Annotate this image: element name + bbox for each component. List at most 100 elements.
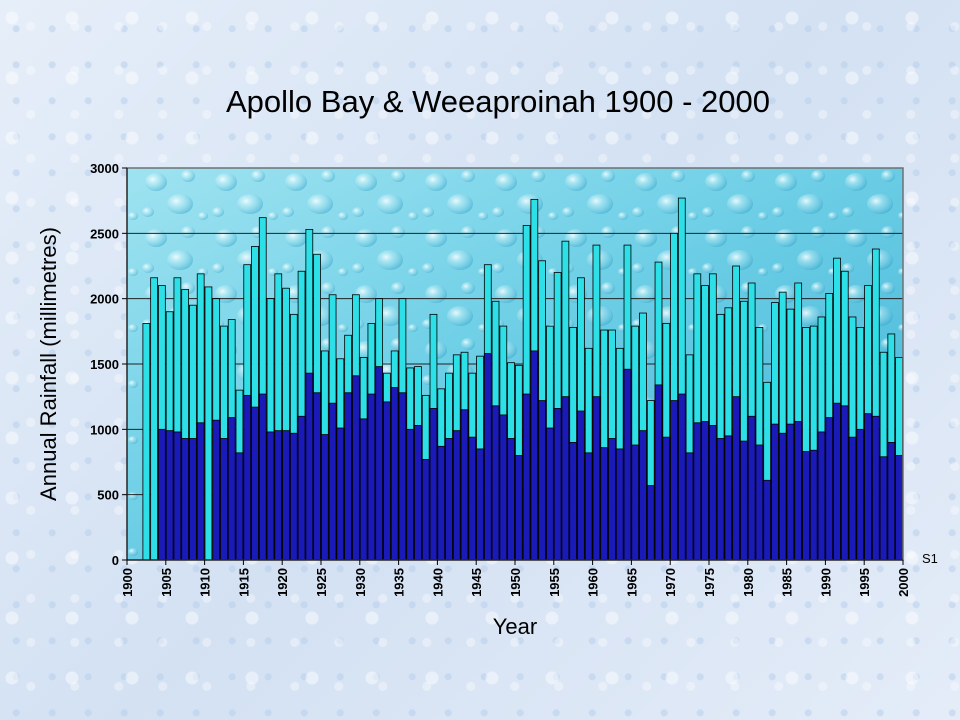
bar-series-2-1976	[716, 438, 725, 561]
x-tick-label: 1905	[159, 568, 174, 597]
x-tick-label: 1985	[780, 568, 795, 597]
x-tick-label: 1910	[198, 568, 213, 597]
bar-series-2-1999	[895, 455, 903, 561]
bar-series-2-1921	[289, 432, 298, 561]
x-tick-label: 1960	[586, 568, 601, 597]
x-tick-label: 2000	[896, 568, 911, 597]
bar-series-2-1930	[359, 418, 368, 561]
bar-series-2-1904	[158, 428, 166, 561]
y-tick-label: 1000	[90, 422, 119, 437]
bar-series-2-1986	[794, 421, 803, 561]
x-tick-label: 1900	[120, 568, 135, 597]
bar-series-2-1987	[802, 451, 810, 561]
bar-series-2-1982	[763, 479, 772, 561]
bar-series-2-1945	[476, 448, 484, 561]
x-tick-label: 1975	[702, 568, 717, 597]
bar-series-2-1920	[282, 430, 290, 561]
bar-series-2-1950	[514, 455, 523, 561]
bar-series-2-1994	[856, 428, 865, 561]
bar-series-2-1973	[693, 422, 702, 561]
x-tick-label: 1990	[818, 568, 833, 597]
bar-series-1-1902	[142, 323, 151, 561]
chart-title: Apollo Bay & Weeaproinah 1900 - 2000	[226, 84, 770, 119]
bar-series-2-1949	[507, 438, 515, 561]
bar-series-2-1942	[452, 430, 461, 561]
bar-series-2-1918	[266, 431, 275, 561]
bar-series-2-1959	[584, 452, 593, 561]
bar-series-2-1990	[825, 417, 834, 561]
bar-series-2-1972	[685, 452, 694, 561]
bar-series-2-1983	[771, 423, 779, 561]
bar-series-2-1963	[615, 448, 624, 561]
bar-series-2-1908	[189, 438, 197, 561]
y-tick-label: 2500	[90, 226, 119, 241]
bar-series-2-1969	[662, 436, 671, 561]
x-tick-labels: 1900 1905 1910 1915 1920 1925 1930 1935 1940 1945…	[120, 560, 911, 597]
bar-series-2-1935	[398, 392, 407, 561]
bar-series-2-1966	[639, 430, 647, 561]
bar-series-2-1955	[553, 408, 562, 561]
bar-series-2-1912	[220, 438, 228, 561]
bar-series-1-1910	[204, 286, 213, 561]
bar-series-2-1988	[809, 449, 818, 561]
bar-series-2-1927	[336, 427, 345, 561]
bar-series-2-1929	[352, 375, 360, 561]
y-tick-labels: 0 500 1000 1500 2000 2500 3000	[90, 161, 127, 568]
bar-series-2-1915	[243, 394, 252, 561]
bar-series-2-1923	[305, 372, 314, 561]
bar-series-2-1977	[724, 435, 733, 561]
bar-series-2-1993	[848, 436, 857, 561]
y-tick-label: 1500	[90, 357, 119, 372]
bar-series-2-1956	[561, 396, 570, 561]
x-tick-label: 1965	[624, 568, 639, 597]
bar-series-2-1939	[429, 408, 438, 561]
bar-series-2-1974	[701, 421, 709, 561]
bar-series-2-1989	[817, 431, 826, 561]
bar-series-2-1954	[546, 427, 554, 561]
bar-series-2-1941	[445, 438, 453, 561]
bar-series-2-1913	[227, 417, 236, 561]
bar-series-2-1948	[499, 414, 508, 561]
bar-series-2-1997	[879, 456, 888, 561]
bar-series-2-1926	[328, 402, 337, 561]
bar-series-2-1958	[577, 410, 585, 561]
bar-series-2-1924	[313, 392, 321, 561]
x-tick-label: 1945	[469, 568, 484, 597]
bar-series-2-1928	[344, 392, 352, 561]
y-tick-label: 2000	[90, 292, 119, 307]
bar-series-2-1936	[406, 428, 415, 561]
bar-series-2-1968	[654, 384, 663, 561]
bar-series-2-1995	[864, 413, 872, 561]
x-tick-label: 1995	[857, 568, 872, 597]
y-tick-label: 3000	[90, 161, 119, 176]
bar-series-2-1965	[631, 444, 640, 561]
bar-series-2-1917	[258, 393, 267, 561]
bar-series-2-1970	[670, 400, 678, 561]
bar-series-2-1961	[600, 447, 609, 561]
bar-series-2-1952	[530, 350, 539, 561]
bar-series-2-1957	[569, 441, 578, 561]
bar-series-2-1998	[887, 441, 896, 561]
x-tick-label: 1925	[314, 568, 329, 597]
bar-series-2-1978	[732, 396, 740, 561]
bar-series-2-1932	[375, 366, 384, 561]
x-tick-label: 1940	[430, 568, 445, 597]
bar-series-2-1906	[173, 431, 182, 561]
x-tick-label: 1915	[236, 568, 251, 597]
bar-series-2-1980	[747, 415, 756, 561]
bar-series-2-1925	[320, 434, 329, 561]
bar-series-2-1975	[708, 425, 717, 561]
bar-series-2-1943	[460, 409, 469, 561]
bar-series-1-1903	[150, 277, 158, 561]
bar-series-2-1938	[421, 458, 430, 561]
bar-series-2-1905	[165, 430, 174, 561]
bar-series-2-1922	[297, 415, 306, 561]
bar-series-2-1991	[833, 402, 841, 561]
bar-series-2-1907	[181, 438, 190, 561]
bar-series-2-1944	[468, 436, 477, 561]
bar-series-2-1979	[740, 440, 748, 561]
bar-series-2-1909	[196, 422, 205, 561]
x-tick-label: 1935	[392, 568, 407, 597]
y-tick-label: 500	[97, 488, 119, 503]
